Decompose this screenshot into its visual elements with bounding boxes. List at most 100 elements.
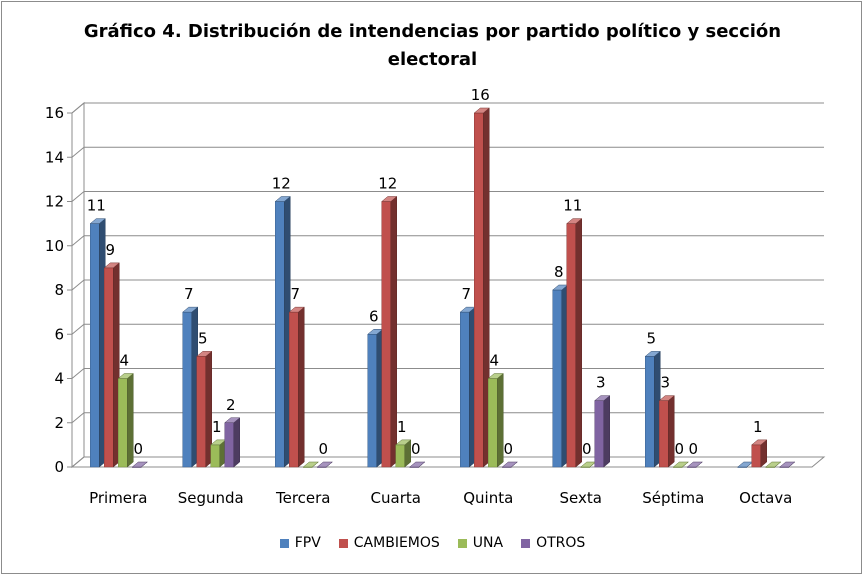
data-label: 0 xyxy=(674,440,684,458)
bar-una-octava xyxy=(765,461,782,468)
x-tick-label: Quinta xyxy=(463,489,513,507)
x-axis: Primera Segunda Tercera Cuarta Quinta Sexta Sé… xyxy=(89,489,792,507)
bar-top xyxy=(658,395,675,401)
bar-top xyxy=(395,439,412,446)
bar-top xyxy=(644,351,661,357)
x-tick-label: Séptima xyxy=(642,489,704,507)
bar-front xyxy=(289,311,299,468)
bar-side xyxy=(298,306,305,468)
bar-top xyxy=(182,306,199,313)
bar-top xyxy=(501,461,518,468)
legend-item-una: UNA xyxy=(457,535,504,551)
data-label: 8 xyxy=(554,263,564,281)
data-label: 4 xyxy=(119,352,129,370)
bar-top xyxy=(751,439,768,446)
bar-top xyxy=(381,196,398,202)
bar-cambiemos-segunda xyxy=(196,350,213,468)
data-label: 12 xyxy=(272,175,291,193)
bar-una-tercera xyxy=(302,461,319,468)
bar-front xyxy=(645,356,655,468)
bar-front xyxy=(90,223,100,468)
data-label: 4 xyxy=(489,352,499,370)
bar-fpv-primera xyxy=(89,218,106,468)
bar-side xyxy=(233,417,240,468)
bar-otros-séptima xyxy=(686,461,703,468)
bar-front xyxy=(104,267,114,468)
y-tick-label: 10 xyxy=(45,237,64,255)
bar-fpv-segunda xyxy=(182,306,199,468)
bar-una-séptima xyxy=(672,461,689,468)
data-label: 11 xyxy=(87,197,106,215)
legend: FPV CAMBIEMOS UNA OTROS xyxy=(0,535,865,551)
bar-front xyxy=(224,422,234,468)
bar-side xyxy=(603,395,610,468)
x-tick-label: Tercera xyxy=(275,489,331,507)
y-tick-label: 16 xyxy=(45,104,64,122)
data-label: 1 xyxy=(212,418,222,436)
bar-una-quinta xyxy=(487,372,504,468)
bar-top xyxy=(103,262,120,269)
data-label: 6 xyxy=(369,307,379,325)
bars xyxy=(89,107,796,468)
bar-top xyxy=(196,351,213,357)
data-label: 0 xyxy=(582,440,592,458)
legend-item-fpv: FPV xyxy=(279,535,321,551)
bar-otros-segunda xyxy=(224,417,241,468)
data-label: 3 xyxy=(660,374,670,392)
legend-swatch xyxy=(338,538,348,548)
bar-fpv-sexta xyxy=(552,284,569,468)
bar-front xyxy=(552,289,562,468)
data-label: 9 xyxy=(105,241,115,259)
gridlines xyxy=(70,101,826,469)
chart-title: Gráfico 4. Distribución de intendencias … xyxy=(83,21,782,70)
data-label: 1 xyxy=(397,418,407,436)
bar-front xyxy=(381,201,391,468)
bar-cambiemos-primera xyxy=(103,262,120,468)
legend-item-cambiemos: CAMBIEMOS xyxy=(338,535,440,551)
bar-top xyxy=(765,461,782,468)
bar-otros-octava xyxy=(779,461,796,468)
bar-top xyxy=(224,417,241,423)
data-label: 7 xyxy=(461,285,471,303)
bar-top xyxy=(89,218,106,224)
y-tick-label: 0 xyxy=(54,458,64,476)
legend-swatch xyxy=(279,538,289,548)
x-tick-label: Segunda xyxy=(178,489,244,507)
bar-side xyxy=(497,372,504,468)
bar-front xyxy=(659,400,669,468)
bar-cambiemos-cuarta xyxy=(381,195,398,468)
legend-label: UNA xyxy=(472,535,504,551)
bar-front xyxy=(182,311,192,468)
bar-otros-tercera xyxy=(316,461,333,468)
bar-top xyxy=(473,107,490,114)
legend-item-otros: OTROS xyxy=(521,535,585,551)
bar-una-segunda xyxy=(210,439,227,468)
x-tick-label: Octava xyxy=(739,489,792,507)
data-label: 16 xyxy=(471,86,490,104)
gridline xyxy=(71,191,824,202)
bar-fpv-cuarta xyxy=(367,328,384,468)
bar-front xyxy=(118,378,128,468)
data-label: 12 xyxy=(378,175,397,193)
bar-otros-quinta xyxy=(501,461,518,468)
data-label: 7 xyxy=(184,285,194,303)
data-label: 5 xyxy=(646,329,656,347)
bar-cambiemos-sexta xyxy=(566,218,583,468)
data-label: 5 xyxy=(198,329,208,347)
bar-cambiemos-tercera xyxy=(288,306,305,468)
bar-fpv-quinta xyxy=(459,306,476,468)
x-tick-label: Primera xyxy=(89,489,147,507)
gridline xyxy=(71,146,824,158)
bar-una-primera xyxy=(117,372,134,468)
data-label: 7 xyxy=(290,285,300,303)
bar-otros-primera xyxy=(131,461,148,468)
bar-una-cuarta xyxy=(395,439,412,468)
legend-swatch xyxy=(521,538,531,548)
y-tick-label: 8 xyxy=(54,281,64,299)
bar-front xyxy=(474,112,484,468)
bar-otros-cuarta xyxy=(409,461,426,468)
bar-top xyxy=(594,395,611,401)
bar-fpv-tercera xyxy=(274,195,291,468)
bar-top xyxy=(288,306,305,313)
